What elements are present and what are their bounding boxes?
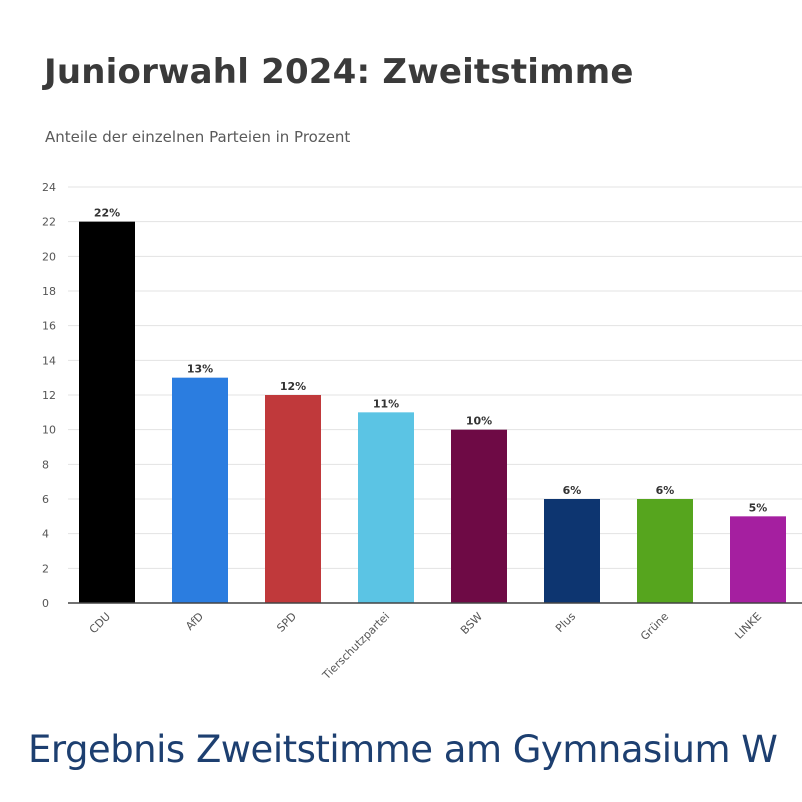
- y-tick-label: 8: [42, 458, 49, 471]
- data-label: 6%: [656, 484, 675, 497]
- bar: [730, 516, 786, 603]
- bar: [544, 499, 600, 603]
- y-tick-label: 0: [42, 597, 49, 610]
- x-tick-label: Grüne: [638, 610, 671, 643]
- caption: Ergebnis Zweitstimme am Gymnasium W: [28, 728, 778, 771]
- bar: [637, 499, 693, 603]
- x-tick-label: SPD: [274, 610, 299, 635]
- bar-chart: 02468101214161820222422%CDU13%AfD12%SPD1…: [42, 181, 802, 683]
- data-label: 22%: [94, 207, 120, 220]
- data-label: 10%: [466, 415, 492, 428]
- y-tick-label: 10: [42, 424, 56, 437]
- x-tick-label: CDU: [87, 610, 113, 636]
- x-tick-label: LINKE: [732, 610, 764, 642]
- chart-subtitle: Anteile der einzelnen Parteien in Prozen…: [45, 128, 351, 146]
- data-label: 6%: [563, 484, 582, 497]
- y-tick-label: 2: [42, 562, 49, 575]
- data-label: 13%: [187, 363, 213, 376]
- y-tick-label: 16: [42, 320, 56, 333]
- y-tick-label: 20: [42, 250, 56, 263]
- x-tick-label: AfD: [183, 610, 206, 633]
- data-label: 12%: [280, 380, 306, 393]
- bar: [358, 412, 414, 603]
- data-label: 11%: [373, 397, 399, 410]
- y-tick-label: 4: [42, 528, 49, 541]
- y-tick-label: 22: [42, 216, 56, 229]
- y-tick-label: 6: [42, 493, 49, 506]
- y-tick-label: 18: [42, 285, 56, 298]
- chart-title: Juniorwahl 2024: Zweitstimme: [44, 52, 634, 92]
- bar: [451, 429, 507, 603]
- bar: [172, 377, 228, 603]
- y-tick-label: 14: [42, 354, 56, 367]
- x-tick-label: Tierschutzpartei: [319, 610, 392, 683]
- bar: [265, 395, 321, 603]
- y-tick-label: 12: [42, 389, 56, 402]
- x-tick-label: BSW: [458, 610, 485, 637]
- bar: [79, 221, 135, 603]
- x-tick-label: Plus: [553, 610, 578, 635]
- data-label: 5%: [749, 501, 768, 514]
- y-tick-label: 24: [42, 181, 56, 194]
